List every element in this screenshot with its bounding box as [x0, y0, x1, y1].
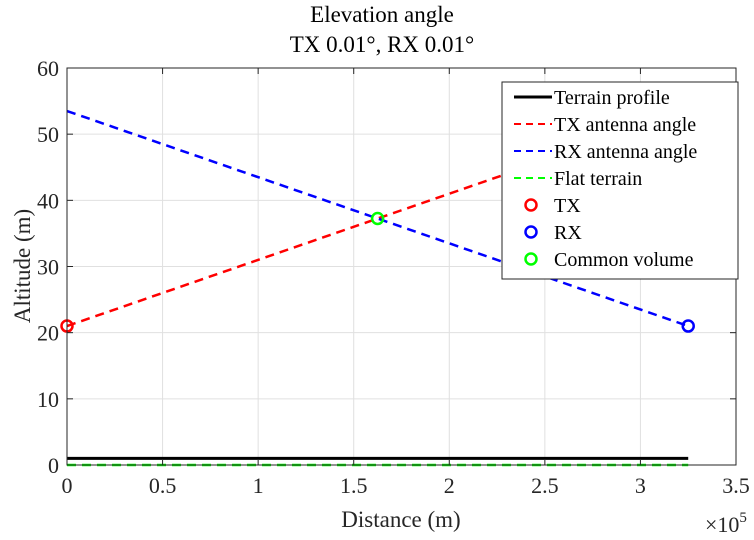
rx-antenna-angle-line — [66, 109, 689, 328]
legend-item: Flat terrain — [514, 168, 642, 190]
legend-item: RX antenna angle — [514, 141, 697, 163]
x-tick-label: 2 — [444, 473, 455, 498]
legend-item: Terrain profile — [514, 87, 670, 109]
x-axis-label: Distance (m) — [341, 507, 460, 532]
x-tick-label: 0.5 — [149, 473, 177, 498]
x-tick-label: 1.5 — [340, 473, 368, 498]
legend-marker-icon — [524, 198, 538, 212]
y-tick-label: 0 — [48, 453, 59, 478]
legend-item: RX — [524, 222, 582, 244]
legend-label: TX antenna angle — [554, 114, 696, 136]
x-tick-label: 2.5 — [531, 473, 559, 498]
legend-box — [501, 81, 739, 280]
legend-item: Common volume — [524, 249, 694, 271]
y-tick-label: 40 — [37, 188, 59, 213]
legend-item: TX — [524, 195, 581, 217]
x-tick-label: 3.5 — [722, 473, 750, 498]
x-tick-label: 0 — [62, 473, 73, 498]
legend-item: TX antenna angle — [514, 114, 696, 136]
y-axis-label: Altitude (m) — [10, 209, 35, 323]
x-exponent-label: ×105 — [705, 510, 747, 537]
legend-label: Terrain profile — [554, 87, 670, 109]
legend-label: Flat terrain — [554, 168, 642, 190]
legend-label: RX antenna angle — [554, 141, 697, 163]
chart-title-line2: TX 0.01°, RX 0.01° — [290, 32, 475, 57]
x-tick-label: 1 — [253, 473, 264, 498]
y-tick-label: 30 — [37, 255, 59, 280]
x-tick-label: 3 — [635, 473, 646, 498]
ticks: 0 0.5 1 1.5 2 2.5 3 3.5 0 10 20 30 40 50 60 — [37, 56, 750, 498]
y-tick-label: 60 — [37, 56, 59, 81]
common-volume-marker — [370, 211, 385, 226]
y-tick-label: 10 — [37, 387, 59, 412]
legend-marker-icon — [524, 225, 538, 239]
legend-label: RX — [554, 222, 582, 244]
rx-marker — [681, 319, 695, 333]
legend-label: Common volume — [554, 249, 694, 271]
chart-title-line1: Elevation angle — [310, 2, 454, 27]
legend: Terrain profile TX antenna angle RX antenn… — [501, 81, 739, 280]
legend-label: TX — [554, 195, 581, 217]
y-tick-label: 50 — [37, 122, 59, 147]
legend-marker-icon — [524, 252, 538, 266]
y-tick-label: 20 — [37, 321, 59, 346]
